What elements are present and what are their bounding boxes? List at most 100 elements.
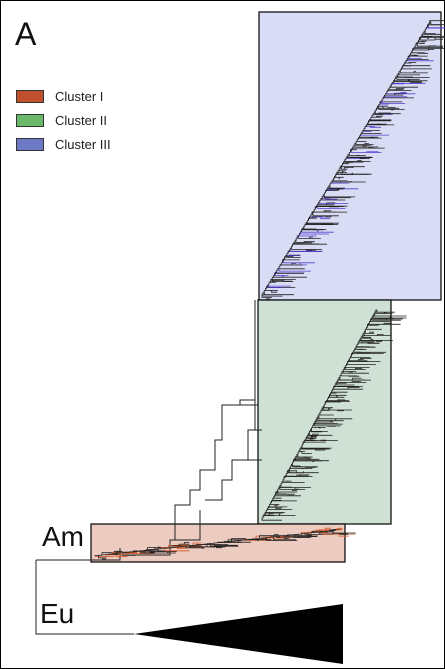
tree-branch (332, 530, 348, 534)
tree-branch (322, 408, 352, 411)
tree-branch (301, 446, 332, 449)
tree-branch (259, 535, 290, 539)
tree-branch (335, 395, 338, 398)
tree-branch (279, 487, 306, 490)
panel-label: A (15, 16, 37, 52)
tree-branch (399, 71, 428, 74)
tree-branch (274, 534, 279, 536)
cluster-iii-branches (261, 20, 445, 300)
tree-branch (295, 458, 329, 462)
tree-branch (238, 540, 251, 543)
tree-branch (113, 550, 123, 553)
tree-branch (351, 381, 361, 383)
tree-branch (286, 255, 301, 258)
tree-branch (373, 113, 384, 115)
tree-branch (288, 254, 301, 257)
tree-branch (395, 88, 404, 90)
tree-branch (276, 493, 295, 495)
tree-branch (176, 547, 186, 549)
tree-branch (320, 217, 331, 220)
tree-branch (291, 248, 323, 250)
tree-branch (427, 36, 429, 39)
tree-branch (338, 177, 340, 180)
tree-branch (339, 527, 341, 529)
tree-branch (284, 538, 289, 540)
tree-branch (364, 331, 375, 334)
tree-branch (311, 436, 313, 439)
tree-branch (369, 331, 374, 334)
tree-branch (283, 258, 285, 261)
tree-branch (422, 34, 433, 38)
tree-branch (306, 249, 317, 251)
tree-branch (434, 37, 444, 40)
tree-branch (362, 335, 371, 338)
tree-branch (348, 154, 366, 156)
legend-label: Cluster III (55, 136, 111, 152)
tree-branch (352, 377, 362, 380)
tree-branch (294, 242, 327, 245)
tree-branch (210, 543, 239, 547)
tree-branch (300, 231, 302, 234)
tree-branch (317, 417, 344, 422)
tree-branch (333, 180, 348, 182)
tree-branch (408, 56, 422, 59)
tree-branch (294, 534, 312, 538)
tree-branch (323, 406, 333, 409)
tree-branch (291, 262, 297, 265)
tree-branch (306, 437, 317, 439)
tree-branch (98, 555, 107, 559)
tree-branch (375, 311, 393, 314)
tree-branch (231, 538, 247, 542)
tree-branch (413, 55, 420, 57)
clade-label-eu: Eu (40, 598, 75, 629)
tree-branch (309, 433, 333, 436)
tree-branch (344, 367, 366, 370)
tree-branch (303, 227, 327, 230)
tree-branch (299, 474, 310, 477)
legend-item-cluster-ii: Cluster II (16, 108, 111, 132)
tree-branch (402, 65, 404, 68)
tree-branch (348, 371, 353, 373)
tree-branch (311, 460, 315, 462)
tree-branch (413, 49, 430, 51)
tree-branch (387, 107, 396, 109)
tree-branch (351, 150, 382, 153)
tree-branch (278, 268, 311, 272)
tree-branch (347, 387, 360, 390)
tree-branch (360, 338, 375, 343)
tree-branch (306, 535, 318, 537)
tree-branch (283, 261, 315, 264)
tree-branch (323, 194, 351, 199)
tree-branch (417, 52, 429, 54)
tree-branch (192, 542, 202, 546)
tree-branch (178, 543, 190, 548)
tree-branch (339, 377, 365, 381)
tree-branch (373, 315, 407, 319)
tree-branch (424, 31, 436, 34)
tree-branch (369, 126, 381, 128)
legend-item-cluster-i: Cluster I (16, 84, 111, 108)
tree-branch (340, 167, 348, 170)
tree-branch (376, 309, 395, 313)
tree-branch (337, 410, 344, 412)
tree-branch (315, 449, 326, 451)
tree-branch (276, 272, 304, 274)
tree-branch (326, 202, 336, 205)
tree-branch (261, 296, 272, 298)
tree-branch (359, 157, 370, 159)
tree-branch (407, 79, 410, 81)
tree-branch (396, 77, 420, 80)
tree-branch (266, 297, 271, 300)
tree-branch (311, 429, 322, 433)
tree-branch (334, 176, 336, 179)
tree-branch (368, 120, 370, 123)
tree-branch (102, 557, 106, 560)
tree-branch (364, 143, 369, 145)
tree-branch (400, 92, 407, 94)
tree-branch (295, 240, 313, 244)
tree-branch (271, 279, 294, 282)
tree-branch (296, 456, 312, 459)
tree-branch (309, 236, 313, 239)
tree-branch (362, 145, 367, 148)
tree-branch (384, 97, 414, 99)
